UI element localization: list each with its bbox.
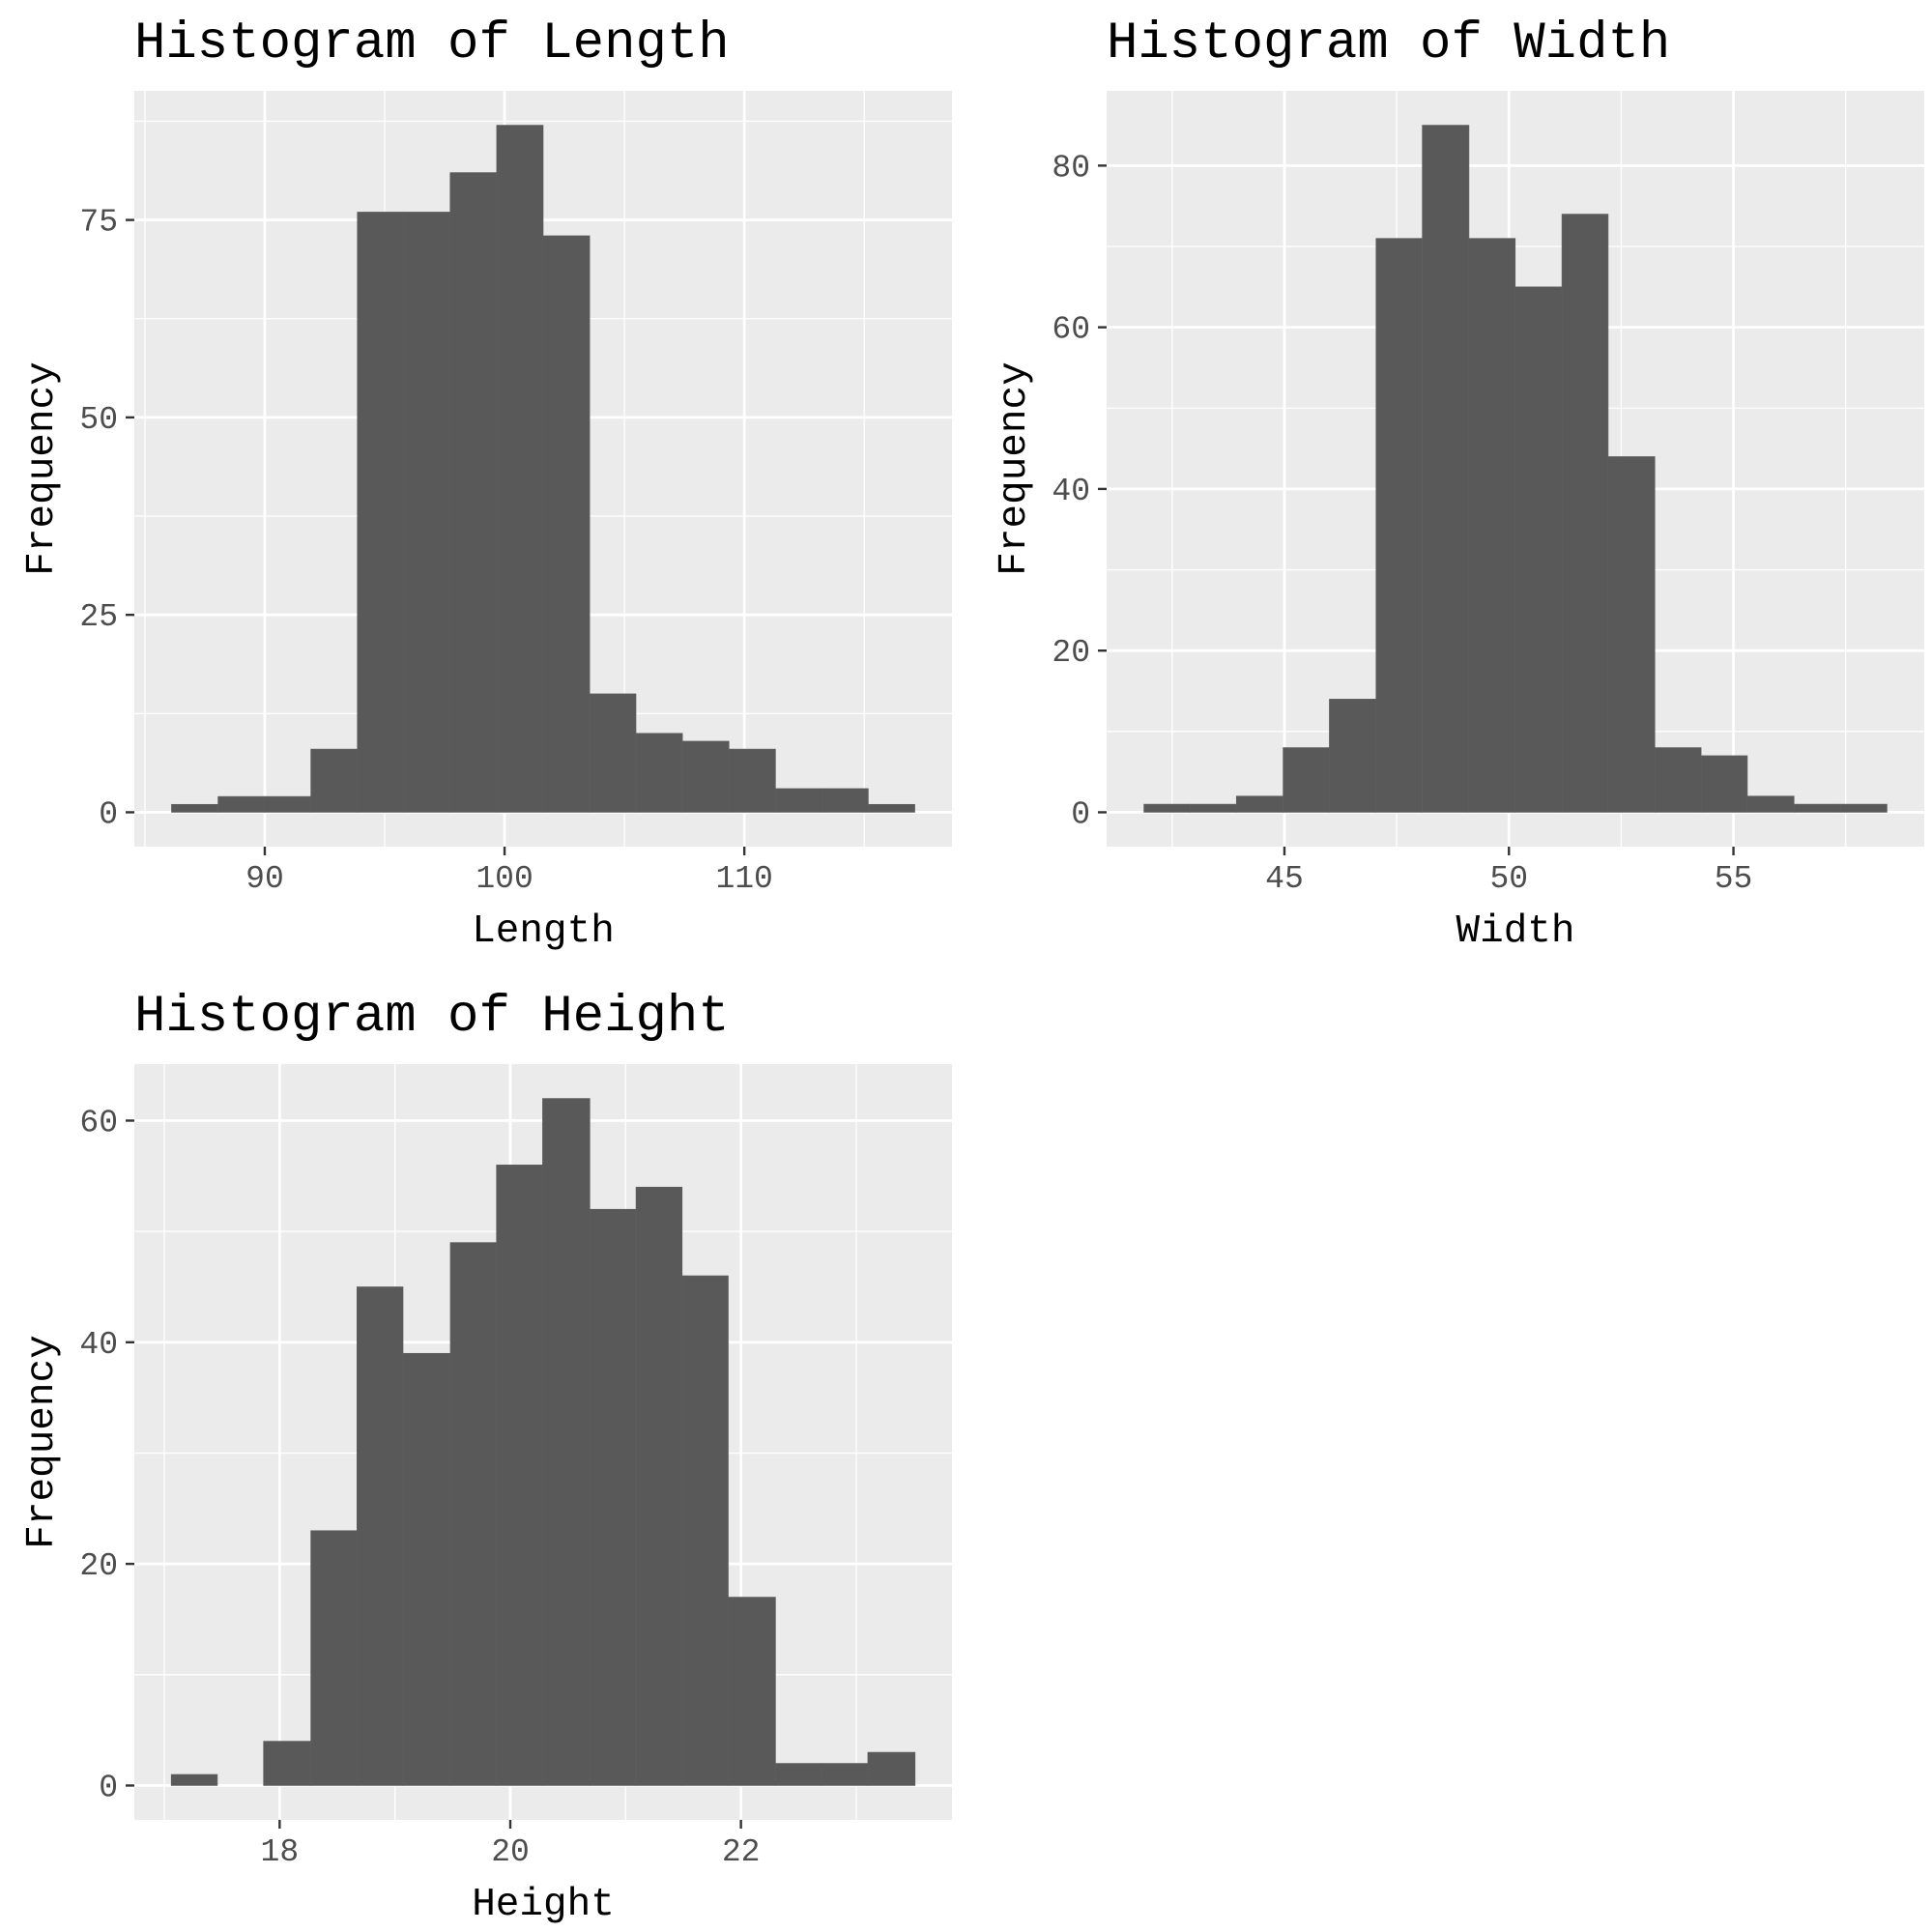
- y-tick-label: 0: [99, 796, 118, 832]
- histogram-bar: [217, 795, 266, 813]
- histogram-bar: [1190, 803, 1237, 813]
- histogram-bar: [681, 740, 730, 813]
- histogram-bar: [589, 693, 637, 813]
- histogram-bar: [357, 212, 405, 813]
- y-tick-label: 60: [79, 1105, 118, 1140]
- histogram-bar: [1514, 286, 1563, 813]
- histogram-bar: [728, 1597, 776, 1786]
- histogram-bar: [635, 1186, 683, 1786]
- histogram-bar: [681, 1275, 729, 1786]
- x-tick-label: 18: [261, 1834, 300, 1870]
- x-tick-label: 90: [245, 861, 284, 897]
- y-tick-label: 80: [1052, 150, 1090, 186]
- histogram-bar: [542, 1098, 591, 1786]
- x-tick-label: 20: [491, 1834, 530, 1870]
- histogram-bar: [171, 803, 218, 813]
- histogram-bar: [1375, 238, 1423, 813]
- y-axis-title: Frequency: [20, 1335, 65, 1548]
- histogram-bar: [1468, 238, 1516, 813]
- x-axis-title: Height: [472, 1883, 615, 1927]
- histogram-bar: [356, 1286, 404, 1786]
- histogram-bar: [310, 1530, 358, 1786]
- x-axis-title: Length: [472, 909, 615, 954]
- histogram-bar: [590, 1208, 637, 1786]
- histogram-bar: [496, 1165, 543, 1786]
- histogram-bar: [821, 1763, 869, 1786]
- y-tick-label: 0: [99, 1770, 118, 1805]
- y-tick-label: 0: [1071, 796, 1090, 832]
- histogram-bar: [1329, 699, 1377, 813]
- y-tick-label: 75: [79, 205, 118, 241]
- x-tick-label: 110: [715, 861, 772, 897]
- histogram-bar: [1143, 803, 1191, 813]
- histogram-bar: [867, 1751, 916, 1786]
- y-axis-title: Frequency: [993, 361, 1037, 575]
- histogram-bar: [1654, 747, 1702, 813]
- histogram-bar: [868, 803, 915, 813]
- y-axis-title: Frequency: [20, 361, 65, 575]
- x-tick-label: 45: [1265, 861, 1304, 897]
- chart-title: Histogram of Height: [134, 988, 730, 1047]
- chart-3: 18 20 22 0 20 40 60 Histogram of Height Height Fr…: [20, 988, 952, 1927]
- y-tick-label: 50: [79, 402, 118, 438]
- y-tick-label: 40: [1052, 474, 1090, 509]
- x-tick-label: 100: [476, 861, 533, 897]
- chart-title: Histogram of Width: [1107, 14, 1670, 73]
- histogram-bar: [263, 1741, 311, 1786]
- histogram-bar: [728, 748, 776, 813]
- x-tick-label: 22: [722, 1834, 761, 1870]
- histogram-bar: [264, 795, 311, 813]
- histogram-bar: [449, 172, 498, 813]
- histogram-bar: [1746, 795, 1795, 813]
- y-tick-label: 20: [1052, 635, 1090, 671]
- chart-1: 90 100 110 0 25 50 75 Histogram of Length Length…: [20, 14, 952, 954]
- histogram-bar: [1235, 795, 1283, 813]
- y-tick-label: 25: [79, 599, 118, 635]
- x-axis-title: Width: [1456, 909, 1574, 954]
- histogram-bar: [1607, 456, 1656, 813]
- histogram-bar: [170, 1773, 218, 1786]
- chart-2: 45 50 55 0 20 40 60 80 Histogram of Width Width Fr…: [993, 14, 1924, 954]
- histogram-bar: [402, 1352, 451, 1786]
- histogram-bar: [310, 748, 359, 813]
- x-tick-label: 55: [1715, 861, 1753, 897]
- histogram-bar: [1561, 214, 1609, 813]
- histogram-bar: [496, 125, 544, 813]
- histogram-bar: [775, 1763, 822, 1786]
- histogram-bar: [403, 212, 451, 813]
- histogram-bar: [821, 788, 869, 813]
- histogram-bar: [542, 235, 591, 813]
- histogram-bar: [635, 733, 683, 813]
- histogram-bar: [1700, 755, 1748, 813]
- y-tick-label: 20: [79, 1548, 118, 1584]
- histogram-bar: [1422, 125, 1470, 813]
- y-tick-label: 40: [79, 1327, 118, 1363]
- y-tick-label: 60: [1052, 312, 1090, 348]
- histogram-bar: [1793, 803, 1841, 813]
- chart-title: Histogram of Length: [134, 14, 730, 73]
- x-tick-label: 50: [1489, 861, 1528, 897]
- histogram-bar: [1839, 803, 1888, 813]
- histogram-bar: [449, 1242, 497, 1786]
- histogram-bar: [1283, 747, 1330, 813]
- histogram-bar: [775, 788, 822, 813]
